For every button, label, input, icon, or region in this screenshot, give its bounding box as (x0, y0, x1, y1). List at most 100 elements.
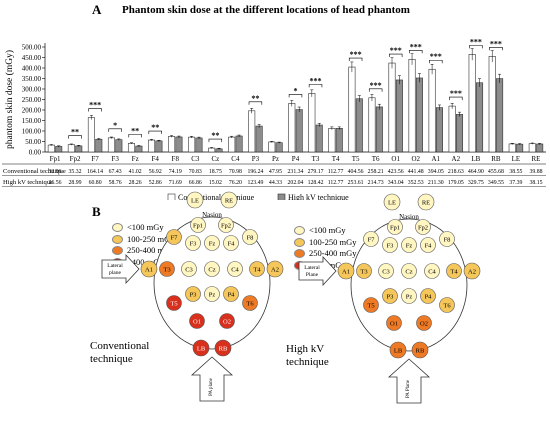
significance-mark: ** (211, 131, 219, 140)
dose-swatch-icon (294, 226, 305, 236)
x-tick-label: Fp1 (50, 155, 61, 163)
head-outline (153, 216, 271, 350)
electrode-label: Fp2 (418, 225, 428, 232)
map-caption-conventional: Conventional technique (90, 340, 149, 366)
electrode-node (420, 237, 436, 253)
table-cell: 179.05 (448, 180, 464, 186)
electrode-label: O2 (223, 319, 231, 326)
significance-mark: *** (390, 46, 402, 55)
electrode-label: F7 (368, 237, 376, 244)
table-cell: 35.32 (69, 169, 82, 175)
x-tick-label: LE (512, 155, 521, 163)
dose-legend-label: 250-400 mGy (127, 245, 175, 255)
electrode-label: C4 (428, 269, 436, 276)
table-cell: 32.96 (48, 169, 61, 175)
significance-bracket (208, 138, 223, 143)
electrode-node (204, 261, 220, 277)
significance-mark: ** (251, 94, 259, 103)
electrode-label: C4 (231, 267, 239, 274)
pa-arrow-icon (387, 358, 431, 404)
electrode-node (220, 191, 238, 209)
electrode-node (337, 262, 355, 280)
electrode-node (204, 235, 220, 251)
x-tick-label: O2 (411, 155, 420, 163)
electrode-node (181, 261, 197, 277)
electrode-label: RE (225, 198, 233, 205)
electrode-node (415, 219, 431, 235)
table-cell: 349.55 (488, 180, 504, 186)
significance-bracket (68, 135, 82, 139)
significance-bracket (429, 59, 443, 64)
electrode-label: P3 (387, 294, 394, 301)
table-cell: 279.17 (308, 169, 324, 175)
x-tick-label: RB (491, 155, 501, 163)
electrode-node (416, 315, 432, 331)
table-cell: 112.77 (328, 169, 344, 175)
electrode-label: T6 (246, 301, 254, 308)
electrode-node (166, 295, 182, 311)
electrode-label: C3 (382, 269, 390, 276)
electrode-label: P4 (228, 292, 236, 299)
significance-bracket (308, 84, 323, 88)
table-cell: 39.88 (529, 169, 542, 175)
y-tick-label: 200.00 (22, 107, 42, 115)
y-tick-label: 350.00 (22, 75, 42, 83)
significance-bracket (368, 88, 383, 92)
electrode-node (249, 261, 265, 277)
x-tick-label: T3 (312, 155, 320, 163)
electrode-label: O2 (420, 321, 428, 328)
electrode-label: Fz (406, 243, 413, 250)
dose-swatch-icon (294, 237, 305, 247)
table-cell: 74.19 (169, 169, 182, 175)
y-tick-label: 150.00 (22, 117, 42, 125)
table-cell: 441.48 (408, 169, 424, 175)
electrode-label: T3 (360, 269, 367, 276)
table-cell: 15.02 (209, 180, 222, 186)
electrode-node (446, 263, 462, 279)
dose-legend-label: 250-400 mGy (309, 248, 357, 258)
significance-mark: ** (151, 123, 159, 132)
significance-bracket (449, 96, 463, 101)
electrode-label: Pz (406, 294, 413, 301)
dose-legend-left: <100 mGy 100-250 mGy 250-400 mGy >400 mG… (112, 222, 174, 268)
table-cell: 394.05 (428, 169, 444, 175)
significance-bracket (469, 45, 483, 49)
dose-legend-item: 250-400 mGy (112, 245, 174, 257)
electrode-node (227, 261, 243, 277)
electrode-label: F8 (444, 237, 451, 244)
electrode-label: C3 (185, 267, 193, 274)
electrode-label: Fz (209, 241, 216, 248)
electrode-label: T3 (163, 267, 170, 274)
electrode-label: Pz (209, 292, 216, 299)
panel-a-letter: A (92, 2, 102, 17)
table-cell: 60.80 (89, 180, 102, 186)
lateral-plane-label: Lateral (304, 265, 320, 271)
table-cell: 37.39 (509, 180, 522, 186)
electrode-label: Fp1 (390, 225, 400, 232)
electrode-label: P3 (190, 292, 197, 299)
significance-bracket (348, 57, 363, 62)
electrode-node (185, 235, 201, 251)
significance-mark: ** (71, 128, 79, 137)
electrode-node (219, 313, 235, 329)
table-cell: 128.42 (308, 180, 324, 186)
pa-plane-label: PA Plane (406, 379, 411, 398)
electrode-label: LB (394, 348, 403, 355)
dose-legend-item: 250-400 mGy (294, 248, 356, 260)
electrode-label: A1 (145, 267, 153, 274)
electrode-node (386, 315, 402, 331)
y-tick-label: 300.00 (22, 86, 42, 94)
dose-legend-item: <100 mGy (294, 225, 356, 237)
x-tick-label: O1 (391, 155, 400, 163)
y-tick-label: 50.00 (25, 138, 41, 146)
table-cell: 38.55 (509, 169, 522, 175)
x-tick-label: A2 (452, 155, 461, 163)
lateral-arrow-icon (101, 253, 140, 285)
x-tick-label: A1 (431, 155, 440, 163)
legend-label: Conventional technique (178, 193, 255, 200)
electrode-label: F4 (425, 243, 433, 250)
table-cell: 123.49 (247, 180, 263, 186)
electrode-label: RE (422, 200, 430, 207)
significance-bracket (248, 101, 263, 105)
electrode-label: T5 (367, 303, 374, 310)
